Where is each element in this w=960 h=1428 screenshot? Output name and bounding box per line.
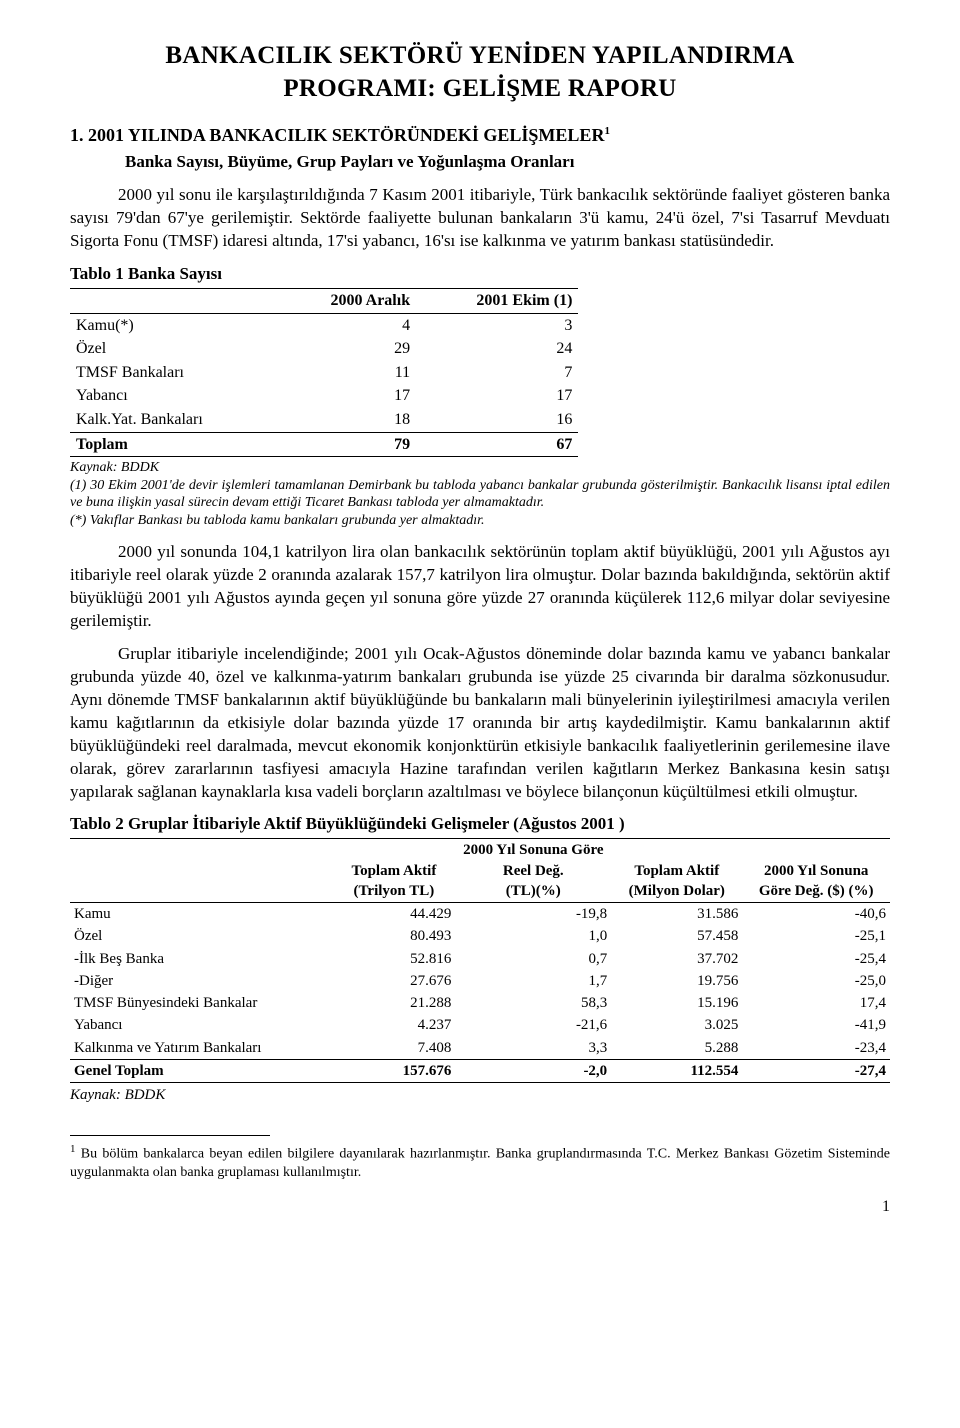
table-cell: -25,4 <box>742 948 890 970</box>
table-cell: -27,4 <box>742 1059 890 1082</box>
table-cell: 58,3 <box>455 992 611 1014</box>
t2-h2: 2000 Yıl Sonuna Göre Reel Değ. (TL)(%) <box>455 839 611 903</box>
pagefoot-text: Bu bölüm bankalarca beyan edilen bilgile… <box>70 1147 890 1180</box>
table-cell: Yabancı <box>70 1014 332 1036</box>
table-cell: 19.756 <box>611 970 742 992</box>
table-cell: Kalk.Yat. Bankaları <box>70 408 279 432</box>
t2-h2a: 2000 Yıl Sonuna Göre Reel Değ. <box>463 842 603 878</box>
table-cell: 112.554 <box>611 1059 742 1082</box>
table-cell: 7.408 <box>332 1037 455 1060</box>
table-cell: 18 <box>279 408 417 432</box>
table-cell: 24 <box>416 337 578 361</box>
table-cell: 37.702 <box>611 948 742 970</box>
t1-foot-b: (1) 30 Ekim 2001'de devir işlemleri tama… <box>70 478 890 511</box>
table-cell: TMSF Bünyesindeki Bankalar <box>70 992 332 1014</box>
section-heading-sup: 1 <box>604 125 610 137</box>
t1-h0 <box>70 288 279 313</box>
t1-h1: 2000 Aralık <box>279 288 417 313</box>
title-line-1: BANKACILIK SEKTÖRÜ YENİDEN YAPILANDIRMA <box>165 42 794 69</box>
section-heading-text: 1. 2001 YILINDA BANKACILIK SEKTÖRÜNDEKİ … <box>70 125 604 145</box>
table-1-title: Tablo 1 Banka Sayısı <box>70 263 890 286</box>
table-cell: 5.288 <box>611 1037 742 1060</box>
paragraph-1: 2000 yıl sonu ile karşılaştırıldığında 7… <box>70 184 890 253</box>
table-cell: Genel Toplam <box>70 1059 332 1082</box>
table-cell: 15.196 <box>611 992 742 1014</box>
table-cell: Yabancı <box>70 384 279 408</box>
t2-h0 <box>70 839 332 903</box>
table-cell: -21,6 <box>455 1014 611 1036</box>
table-2-title: Tablo 2 Gruplar İtibariyle Aktif Büyüklü… <box>70 813 890 836</box>
t2-h4a: 2000 Yıl Sonuna Göre Değ. ($) (%) <box>759 863 874 899</box>
t2-h2b: (TL)(%) <box>506 883 561 899</box>
t1-foot-c: (*) Vakıflar Bankası bu tabloda kamu ban… <box>70 513 485 528</box>
footnote-separator <box>70 1135 270 1136</box>
table-1: 2000 Aralık 2001 Ekim (1) Kamu(*)43Özel2… <box>70 288 578 457</box>
table-2-source: Kaynak: BDDK <box>70 1085 890 1105</box>
table-cell: 31.586 <box>611 903 742 926</box>
table-cell: 3 <box>416 313 578 337</box>
table-cell: 80.493 <box>332 925 455 947</box>
table-cell: Özel <box>70 925 332 947</box>
table-cell: 1,7 <box>455 970 611 992</box>
table-cell: 79 <box>279 432 417 457</box>
table-cell: Kalkınma ve Yatırım Bankaları <box>70 1037 332 1060</box>
table-cell: 67 <box>416 432 578 457</box>
table-cell: Toplam <box>70 432 279 457</box>
table-2: Toplam Aktif (Trilyon TL) 2000 Yıl Sonun… <box>70 838 890 1083</box>
table-cell: 157.676 <box>332 1059 455 1082</box>
table-cell: 3,3 <box>455 1037 611 1060</box>
table-cell: -40,6 <box>742 903 890 926</box>
table-cell: 17 <box>416 384 578 408</box>
t2-h1a: Toplam Aktif <box>351 863 436 879</box>
table-cell: 17,4 <box>742 992 890 1014</box>
table-cell: -Diğer <box>70 970 332 992</box>
table-cell: 4 <box>279 313 417 337</box>
table-cell: 3.025 <box>611 1014 742 1036</box>
table-cell: TMSF Bankaları <box>70 361 279 385</box>
t2-h3: Toplam Aktif (Milyon Dolar) <box>611 839 742 903</box>
table-cell: 0,7 <box>455 948 611 970</box>
table-cell: 29 <box>279 337 417 361</box>
table-cell: 44.429 <box>332 903 455 926</box>
table-cell: 4.237 <box>332 1014 455 1036</box>
table-cell: 17 <box>279 384 417 408</box>
table-cell: 1,0 <box>455 925 611 947</box>
table-cell: Özel <box>70 337 279 361</box>
t2-h3a: Toplam Aktif <box>634 863 719 879</box>
t2-h3b: (Milyon Dolar) <box>629 883 725 899</box>
t2-h1: Toplam Aktif (Trilyon TL) <box>332 839 455 903</box>
table-cell: 52.816 <box>332 948 455 970</box>
section-heading: 1. 2001 YILINDA BANKACILIK SEKTÖRÜNDEKİ … <box>70 123 890 147</box>
table-cell: 16 <box>416 408 578 432</box>
t2-h4: 2000 Yıl Sonuna Göre Değ. ($) (%) <box>742 839 890 903</box>
table-cell: -İlk Beş Banka <box>70 948 332 970</box>
document-title: BANKACILIK SEKTÖRÜ YENİDEN YAPILANDIRMA … <box>70 40 890 105</box>
t2-h1b: (Trilyon TL) <box>354 883 435 899</box>
paragraph-3: Gruplar itibariyle incelendiğinde; 2001 … <box>70 643 890 804</box>
t1-foot-a: Kaynak: BDDK <box>70 460 159 475</box>
subheading: Banka Sayısı, Büyüme, Grup Payları ve Yo… <box>125 151 890 174</box>
paragraph-2: 2000 yıl sonunda 104,1 katrilyon lira ol… <box>70 541 890 633</box>
table-cell: 57.458 <box>611 925 742 947</box>
page-number: 1 <box>70 1196 890 1218</box>
table-cell: -2,0 <box>455 1059 611 1082</box>
table-cell: -23,4 <box>742 1037 890 1060</box>
table-1-footnotes: Kaynak: BDDK (1) 30 Ekim 2001'de devir i… <box>70 459 890 529</box>
page-footnote: 1 Bu bölüm bankalarca beyan edilen bilgi… <box>70 1142 890 1182</box>
table-cell: -25,1 <box>742 925 890 947</box>
table-cell: 11 <box>279 361 417 385</box>
table-cell: -41,9 <box>742 1014 890 1036</box>
table-cell: Kamu(*) <box>70 313 279 337</box>
title-line-2: PROGRAMI: GELİŞME RAPORU <box>283 75 676 102</box>
table-cell: 7 <box>416 361 578 385</box>
table-cell: 21.288 <box>332 992 455 1014</box>
table-cell: 27.676 <box>332 970 455 992</box>
table-cell: Kamu <box>70 903 332 926</box>
table-cell: -25,0 <box>742 970 890 992</box>
t1-h2: 2001 Ekim (1) <box>416 288 578 313</box>
table-cell: -19,8 <box>455 903 611 926</box>
